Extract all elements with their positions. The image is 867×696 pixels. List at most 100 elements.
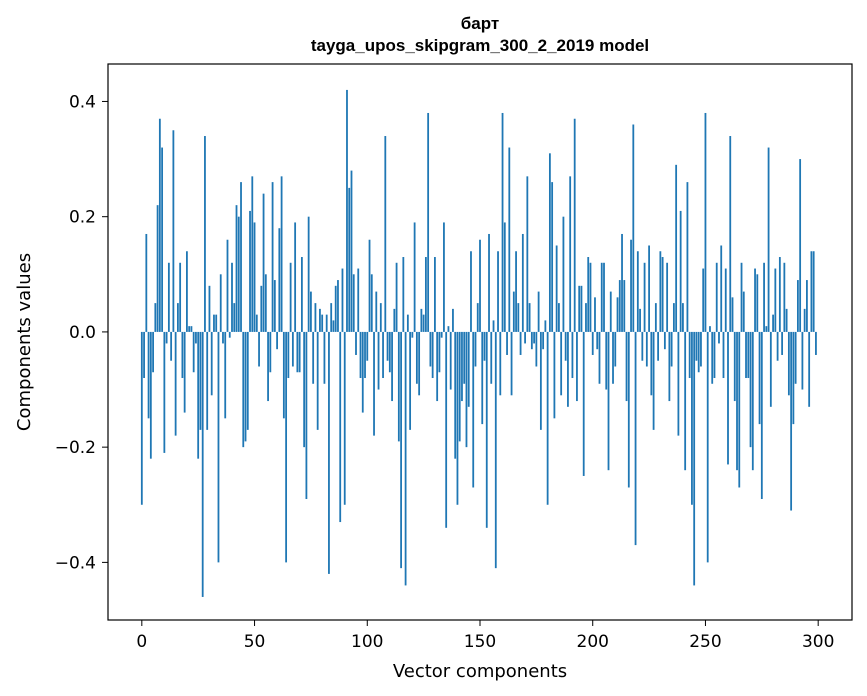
bar-component-5 — [152, 331, 154, 373]
bar-component-188 — [564, 331, 567, 361]
bar-component-141 — [458, 331, 461, 442]
bar-component-59 — [273, 280, 276, 332]
bar-component-273 — [756, 274, 759, 332]
bar-component-52 — [258, 331, 260, 367]
y-tick-label: 0.4 — [69, 92, 96, 112]
bar-component-148 — [474, 331, 477, 367]
bar-component-175 — [535, 331, 538, 367]
bar-component-177 — [539, 331, 542, 430]
bar-component-173 — [530, 331, 533, 350]
bar-component-221 — [639, 308, 641, 332]
bar-component-4 — [149, 331, 152, 459]
bar-component-154 — [488, 233, 490, 332]
bar-component-267 — [742, 291, 745, 332]
bar-component-144 — [465, 331, 468, 448]
bar-component-223 — [643, 262, 646, 332]
bar-component-219 — [634, 331, 637, 546]
bar-component-279 — [769, 331, 772, 407]
bar-component-169 — [521, 233, 524, 332]
bar-component-138 — [452, 308, 454, 332]
bar-component-57 — [269, 331, 272, 373]
bar-component-46 — [244, 331, 247, 442]
bar-component-67 — [291, 331, 294, 367]
bar-component-182 — [551, 182, 554, 332]
bar-component-77 — [314, 303, 317, 332]
bar-component-151 — [481, 331, 484, 425]
bar-component-92 — [348, 187, 351, 332]
bar-component-213 — [621, 233, 623, 332]
bar-component-126 — [424, 257, 427, 332]
bar-component-27 — [201, 331, 204, 597]
bar-component-100 — [366, 331, 369, 361]
bar-component-229 — [657, 331, 660, 361]
bar-component-170 — [524, 331, 526, 344]
bar-component-204 — [600, 262, 603, 332]
bar-component-140 — [456, 331, 459, 505]
bar-component-208 — [609, 291, 612, 332]
bar-component-117 — [404, 331, 407, 586]
bar-component-134 — [443, 222, 445, 332]
bar-component-172 — [528, 303, 531, 332]
bar-component-125 — [422, 314, 425, 332]
bar-component-185 — [558, 303, 560, 332]
bar-component-236 — [672, 303, 675, 332]
bar-component-271 — [751, 331, 754, 471]
bar-component-128 — [429, 331, 432, 367]
bar-component-168 — [519, 331, 522, 355]
bar-component-15 — [174, 331, 177, 436]
chart-subtitle: tayga_upos_skipgram_300_2_2019 model — [311, 36, 649, 55]
bar-component-98 — [361, 331, 364, 413]
y-tick-label: −0.2 — [55, 438, 96, 458]
bar-component-146 — [470, 251, 472, 332]
bar-component-62 — [280, 176, 283, 332]
bar-component-124 — [420, 308, 423, 332]
bar-component-108 — [384, 136, 387, 332]
bar-component-89 — [341, 268, 344, 332]
bar-component-22 — [190, 326, 193, 332]
bar-component-277 — [765, 326, 768, 332]
bar-component-132 — [438, 331, 441, 373]
bar-component-290 — [794, 331, 797, 384]
bar-component-202 — [596, 331, 599, 350]
bar-component-145 — [467, 331, 470, 407]
bar-component-32 — [213, 314, 215, 332]
plot-frame — [107, 63, 853, 621]
bar-component-225 — [648, 245, 650, 332]
bar-component-157 — [494, 331, 497, 569]
bar-component-255 — [715, 262, 718, 332]
bar-component-51 — [255, 314, 258, 332]
bar-component-215 — [625, 331, 628, 402]
x-tick-label: 0 — [136, 632, 147, 652]
bar-component-156 — [492, 320, 495, 332]
bar-component-265 — [738, 331, 741, 488]
bar-component-60 — [276, 331, 278, 350]
bar-component-33 — [215, 314, 218, 332]
bar-component-292 — [799, 159, 802, 332]
bar-component-230 — [659, 251, 662, 332]
bar-component-232 — [663, 331, 666, 350]
bar-component-222 — [641, 331, 644, 361]
bar-component-45 — [242, 331, 245, 448]
bar-component-96 — [357, 268, 360, 332]
bar-component-23 — [192, 331, 195, 373]
bar-component-192 — [573, 118, 576, 332]
bar-component-0 — [140, 331, 143, 505]
bar-component-82 — [325, 314, 328, 332]
bar-component-179 — [544, 320, 547, 332]
bar-component-43 — [237, 216, 240, 332]
bar-component-49 — [251, 176, 254, 332]
bar-component-295 — [806, 280, 808, 332]
y-tick-label: −0.4 — [55, 553, 96, 573]
bar-component-268 — [745, 331, 747, 379]
bar-component-16 — [176, 303, 179, 332]
bar-component-93 — [350, 170, 353, 332]
bar-component-14 — [172, 130, 175, 332]
bar-component-39 — [228, 331, 231, 338]
bar-component-153 — [485, 331, 488, 528]
bar-component-136 — [447, 326, 450, 332]
x-axis-ticks: 0 50 100 150 200 250 300 — [136, 620, 834, 652]
bar-component-249 — [702, 268, 705, 332]
bar-component-63 — [282, 331, 285, 419]
bar-component-160 — [501, 112, 504, 332]
